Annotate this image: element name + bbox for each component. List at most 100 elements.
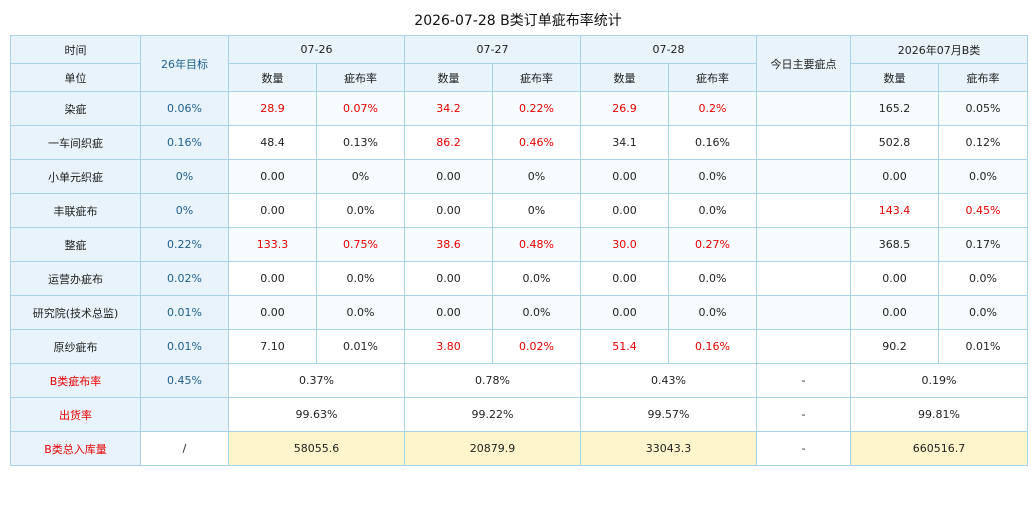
header-rate: 疵布率 — [316, 63, 405, 92]
daily-rate: 0.13% — [316, 125, 405, 160]
daily-rate: 0.0% — [316, 261, 405, 296]
month-qty: 165.2 — [850, 91, 939, 126]
table-row: 研究院(技术总监) 0.01% 0.00 0.0% 0.00 0.0% 0.00 0.0% 0.… — [10, 295, 1029, 330]
header-date-2: 07-27 — [404, 35, 581, 64]
daily-rate: 0.22% — [492, 91, 581, 126]
row-label: 一车间织疵 — [10, 125, 141, 160]
daily-qty: 0.00 — [404, 295, 493, 330]
daily-qty: 48.4 — [228, 125, 317, 160]
header-qty: 数量 — [228, 63, 317, 92]
month-qty: 143.4 — [850, 193, 939, 228]
report-title: 2026-07-28 B类订单疵布率统计 — [414, 13, 622, 29]
main-defect-cell — [756, 125, 851, 160]
header-month: 2026年07月B类 — [849, 35, 1029, 64]
daily-qty: 26.9 — [580, 91, 669, 126]
summary-daily-value: 0.43% — [580, 363, 757, 398]
daily-rate: 0.2% — [668, 91, 757, 126]
header-rate: 疵布率 — [492, 63, 581, 92]
summary-daily-value: 0.37% — [228, 363, 405, 398]
daily-qty: 30.0 — [580, 227, 669, 262]
daily-qty: 0.00 — [228, 261, 317, 296]
header-main-defect: 今日主要疵点 — [756, 35, 851, 92]
daily-qty: 7.10 — [228, 329, 317, 364]
daily-qty: 0.00 — [404, 159, 493, 194]
daily-qty: 0.00 — [228, 159, 317, 194]
month-rate: 0.05% — [937, 91, 1029, 126]
row-target: 0% — [140, 159, 229, 194]
summary-target — [140, 397, 229, 432]
summary-month-value: 660516.7 — [849, 431, 1029, 466]
header-date-3: 07-28 — [580, 35, 757, 64]
daily-rate: 0.16% — [668, 125, 757, 160]
summary-row: B类疵布率 0.45% 0.37% 0.78% 0.43% -0.19% — [10, 363, 1029, 398]
daily-rate: 0% — [492, 159, 581, 194]
daily-rate: 0.75% — [316, 227, 405, 262]
summary-target: 0.45% — [140, 363, 229, 398]
row-label: 小单元织疵 — [10, 159, 141, 194]
daily-rate: 0.0% — [668, 261, 757, 296]
summary-month-value: 0.19% — [849, 363, 1029, 398]
summary-row: 出货率 99.63% 99.22% 99.57% -99.81% — [10, 397, 1029, 432]
daily-rate: 0.02% — [492, 329, 581, 364]
daily-qty: 0.00 — [228, 295, 317, 330]
month-qty: 0.00 — [850, 261, 939, 296]
daily-rate: 0.27% — [668, 227, 757, 262]
row-target: 0.01% — [140, 329, 229, 364]
main-defect-cell — [756, 329, 851, 364]
month-qty: 502.8 — [850, 125, 939, 160]
main-defect-cell — [756, 91, 851, 126]
summary-main-defect: - — [756, 363, 851, 398]
summary-daily-value: 99.63% — [228, 397, 405, 432]
month-qty: 368.5 — [850, 227, 939, 262]
daily-rate: 0% — [492, 193, 581, 228]
summary-daily-value: 33043.3 — [580, 431, 757, 466]
month-qty: 0.00 — [850, 159, 939, 194]
daily-rate: 0.16% — [668, 329, 757, 364]
daily-qty: 0.00 — [404, 193, 493, 228]
main-defect-cell — [756, 159, 851, 194]
daily-rate: 0.0% — [668, 159, 757, 194]
table-row: 一车间织疵 0.16% 48.4 0.13% 86.2 0.46% 34.1 0.16% 502… — [10, 125, 1029, 160]
daily-qty: 133.3 — [228, 227, 317, 262]
summary-daily-value: 20879.9 — [404, 431, 581, 466]
daily-qty: 51.4 — [580, 329, 669, 364]
row-target: 0.01% — [140, 295, 229, 330]
daily-qty: 0.00 — [580, 261, 669, 296]
daily-rate: 0.46% — [492, 125, 581, 160]
row-target: 0.02% — [140, 261, 229, 296]
main-defect-cell — [756, 193, 851, 228]
summary-label: B类疵布率 — [10, 363, 141, 398]
daily-rate: 0% — [316, 159, 405, 194]
header-target: 26年目标 — [140, 35, 229, 92]
header-rate: 疵布率 — [937, 63, 1029, 92]
table-row: 小单元织疵 0% 0.00 0% 0.00 0% 0.00 0.0% 0.00 0.0% — [10, 159, 1029, 194]
daily-qty: 0.00 — [404, 261, 493, 296]
row-label: 原纱疵布 — [10, 329, 141, 364]
row-target: 0.22% — [140, 227, 229, 262]
month-qty: 90.2 — [850, 329, 939, 364]
main-defect-cell — [756, 227, 851, 262]
row-label: 染疵 — [10, 91, 141, 126]
row-label: 丰联疵布 — [10, 193, 141, 228]
month-rate: 0.0% — [937, 159, 1029, 194]
row-label: 整疵 — [10, 227, 141, 262]
month-rate: 0.0% — [937, 295, 1029, 330]
daily-qty: 86.2 — [404, 125, 493, 160]
row-target: 0.16% — [140, 125, 229, 160]
month-rate: 0.0% — [937, 261, 1029, 296]
daily-qty: 28.9 — [228, 91, 317, 126]
daily-rate: 0.0% — [316, 295, 405, 330]
summary-month-value: 99.81% — [849, 397, 1029, 432]
table-row: 原纱疵布 0.01% 7.10 0.01% 3.80 0.02% 51.4 0.16% 90.2… — [10, 329, 1029, 364]
defect-rate-table: 时间 26年目标 07-26 07-27 07-28 今日主要疵点 2026年0… — [10, 35, 1029, 466]
summary-label: 出货率 — [10, 397, 141, 432]
header-qty: 数量 — [580, 63, 669, 92]
daily-rate: 0.0% — [492, 261, 581, 296]
table-row: 丰联疵布 0% 0.00 0.0% 0.00 0% 0.00 0.0% 143.4 0.45% — [10, 193, 1029, 228]
summary-main-defect: - — [756, 431, 851, 466]
summary-daily-value: 99.57% — [580, 397, 757, 432]
daily-rate: 0.01% — [316, 329, 405, 364]
daily-qty: 34.2 — [404, 91, 493, 126]
summary-target: / — [140, 431, 229, 466]
header-qty: 数量 — [850, 63, 939, 92]
